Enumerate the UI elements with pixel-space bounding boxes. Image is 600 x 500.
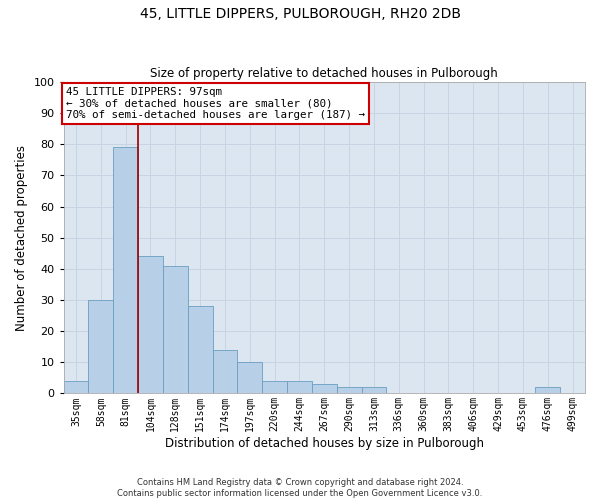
Bar [312,384,337,394]
Bar [362,387,386,394]
Bar [262,381,287,394]
Bar [337,387,362,394]
Bar [212,350,238,394]
Bar [113,148,138,394]
Bar [163,266,188,394]
Bar [287,381,312,394]
Bar [138,256,163,394]
Bar [238,362,262,394]
Text: 45 LITTLE DIPPERS: 97sqm
← 30% of detached houses are smaller (80)
70% of semi-d: 45 LITTLE DIPPERS: 97sqm ← 30% of detach… [66,86,365,120]
Bar [535,387,560,394]
Bar [88,300,113,394]
Y-axis label: Number of detached properties: Number of detached properties [15,144,28,330]
Bar [188,306,212,394]
Title: Size of property relative to detached houses in Pulborough: Size of property relative to detached ho… [151,66,498,80]
X-axis label: Distribution of detached houses by size in Pulborough: Distribution of detached houses by size … [165,437,484,450]
Bar [64,381,88,394]
Text: 45, LITTLE DIPPERS, PULBOROUGH, RH20 2DB: 45, LITTLE DIPPERS, PULBOROUGH, RH20 2DB [139,8,461,22]
Text: Contains HM Land Registry data © Crown copyright and database right 2024.
Contai: Contains HM Land Registry data © Crown c… [118,478,482,498]
